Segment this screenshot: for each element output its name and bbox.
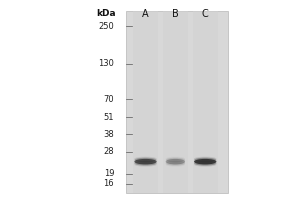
Text: 16: 16 bbox=[103, 179, 114, 188]
Ellipse shape bbox=[194, 157, 216, 161]
Ellipse shape bbox=[166, 161, 185, 166]
Ellipse shape bbox=[134, 159, 157, 164]
Ellipse shape bbox=[194, 161, 216, 166]
Ellipse shape bbox=[166, 158, 185, 162]
Ellipse shape bbox=[194, 158, 216, 162]
Text: A: A bbox=[142, 9, 149, 19]
Text: B: B bbox=[172, 9, 179, 19]
Ellipse shape bbox=[194, 163, 216, 167]
Ellipse shape bbox=[134, 161, 157, 166]
Text: kDa: kDa bbox=[96, 9, 116, 18]
Bar bbox=[133, 11, 158, 193]
Ellipse shape bbox=[166, 157, 185, 161]
Text: 130: 130 bbox=[98, 59, 114, 68]
Text: C: C bbox=[202, 9, 208, 19]
Text: 51: 51 bbox=[104, 113, 114, 122]
Ellipse shape bbox=[166, 163, 185, 167]
Text: 250: 250 bbox=[98, 22, 114, 31]
Text: 38: 38 bbox=[103, 130, 114, 139]
Bar bbox=[163, 11, 188, 193]
Bar bbox=[193, 11, 218, 193]
Bar bbox=[126, 11, 228, 193]
Text: 28: 28 bbox=[103, 147, 114, 156]
Ellipse shape bbox=[134, 157, 157, 161]
Text: 70: 70 bbox=[103, 95, 114, 104]
Text: 19: 19 bbox=[104, 169, 114, 178]
Ellipse shape bbox=[134, 163, 157, 167]
Ellipse shape bbox=[194, 159, 216, 164]
Ellipse shape bbox=[134, 158, 157, 162]
Ellipse shape bbox=[166, 159, 185, 164]
